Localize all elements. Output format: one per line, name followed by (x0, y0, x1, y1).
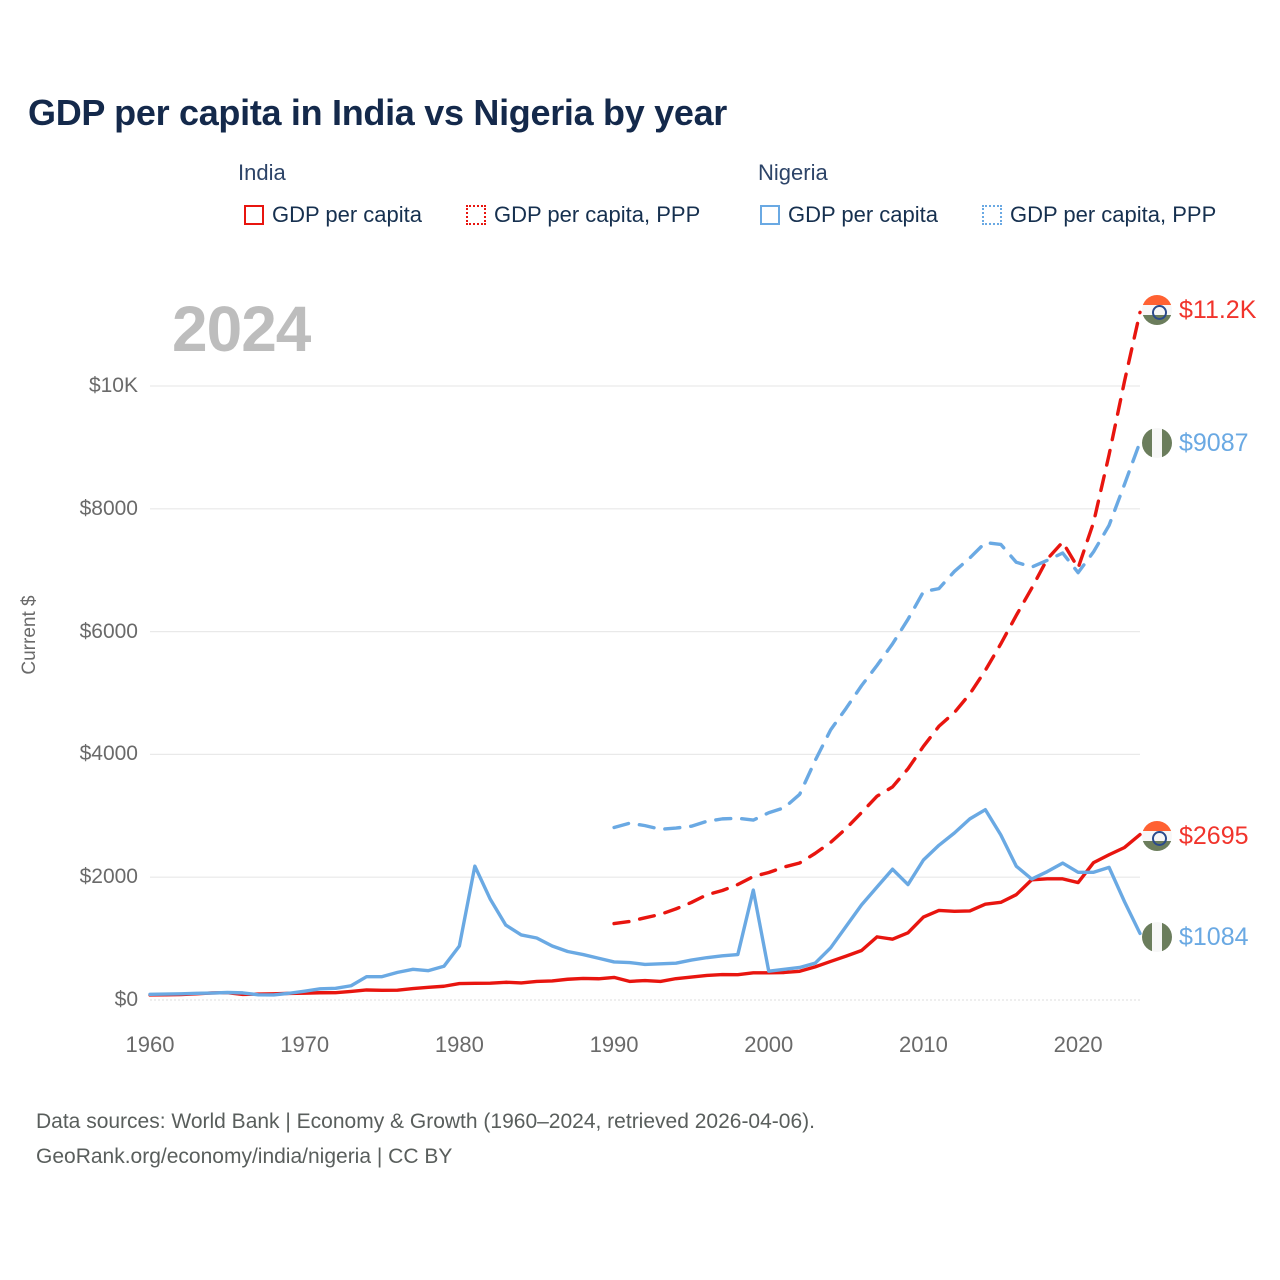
x-axis-tick-label: 2000 (744, 1032, 794, 1057)
legend-swatch-icon (982, 205, 1002, 225)
nigeria-flag-icon (1142, 922, 1172, 952)
endpoint-label-nigeria-ppp: $9087 (1142, 428, 1249, 458)
legend-item-label: GDP per capita (788, 202, 939, 227)
legend-item-nigeria-gdp-ppp[interactable]: GDP per capita, PPP (982, 202, 1216, 228)
y-axis-tick-label: $10K (88, 374, 138, 397)
x-axis-tick-label: 1990 (589, 1032, 639, 1057)
legend-group-title-india: India (238, 160, 286, 185)
series-line-nigeria-gdp-per-capita (148, 807, 1142, 997)
series-line-india-gdp-per-capita (148, 832, 1142, 997)
chart-footer: Data sources: World Bank | Economy & Gro… (36, 1104, 815, 1175)
endpoint-value: $1084 (1179, 922, 1249, 951)
y-axis-tick-label: $2000 (79, 865, 138, 889)
legend-item-label: GDP per capita, PPP (494, 202, 701, 227)
y-axis-tick-label: $8000 (79, 496, 138, 520)
endpoint-label-india-gdp: $2695 (1142, 821, 1249, 851)
year-watermark: 2024 (172, 293, 311, 365)
legend-item-nigeria-gdp[interactable]: GDP per capita (760, 202, 938, 228)
x-axis-tick-label: 1970 (280, 1032, 330, 1057)
x-axis-tick-label: 2010 (898, 1032, 948, 1057)
series-line-nigeria-gdp-per-capita-ppp (612, 440, 1142, 832)
nigeria-flag-icon (1142, 428, 1172, 458)
footer-line-sources: Data sources: World Bank | Economy & Gro… (36, 1110, 815, 1133)
chart-legend: India GDP per capita GDP per capita, PPP Ni… (0, 160, 1280, 240)
y-axis-tick-label: $6000 (79, 619, 138, 643)
india-flag-icon (1142, 821, 1172, 851)
endpoint-value: $11.2K (1179, 295, 1257, 324)
footer-line-attribution: GeoRank.org/economy/india/nigeria | CC B… (36, 1145, 453, 1169)
endpoint-label-nigeria-gdp: $1084 (1142, 922, 1249, 952)
legend-swatch-icon (760, 205, 780, 225)
x-axis-tick-label: 2020 (1053, 1032, 1103, 1057)
legend-swatch-icon (466, 205, 486, 225)
legend-item-label: GDP per capita (272, 202, 423, 227)
legend-item-label: GDP per capita, PPP (1010, 202, 1217, 227)
endpoint-value: $2695 (1179, 821, 1249, 850)
y-axis-tick-label: $0 (114, 988, 138, 1011)
series-line-india-gdp-per-capita-ppp (612, 310, 1142, 926)
legend-group-title-nigeria: Nigeria (758, 160, 828, 185)
x-axis-tick-label: 1980 (434, 1032, 484, 1057)
endpoint-label-india-ppp: $11.2K (1142, 295, 1256, 325)
india-flag-icon (1142, 295, 1172, 325)
x-axis-tick-label: 1960 (125, 1032, 175, 1057)
page-title: GDP per capita in India vs Nigeria by ye… (28, 92, 728, 133)
legend-item-india-gdp[interactable]: GDP per capita (244, 202, 422, 228)
legend-swatch-icon (244, 205, 264, 225)
legend-item-india-gdp-ppp[interactable]: GDP per capita, PPP (466, 202, 700, 228)
y-axis-tick-label: $4000 (79, 742, 138, 766)
endpoint-value: $9087 (1179, 428, 1249, 457)
